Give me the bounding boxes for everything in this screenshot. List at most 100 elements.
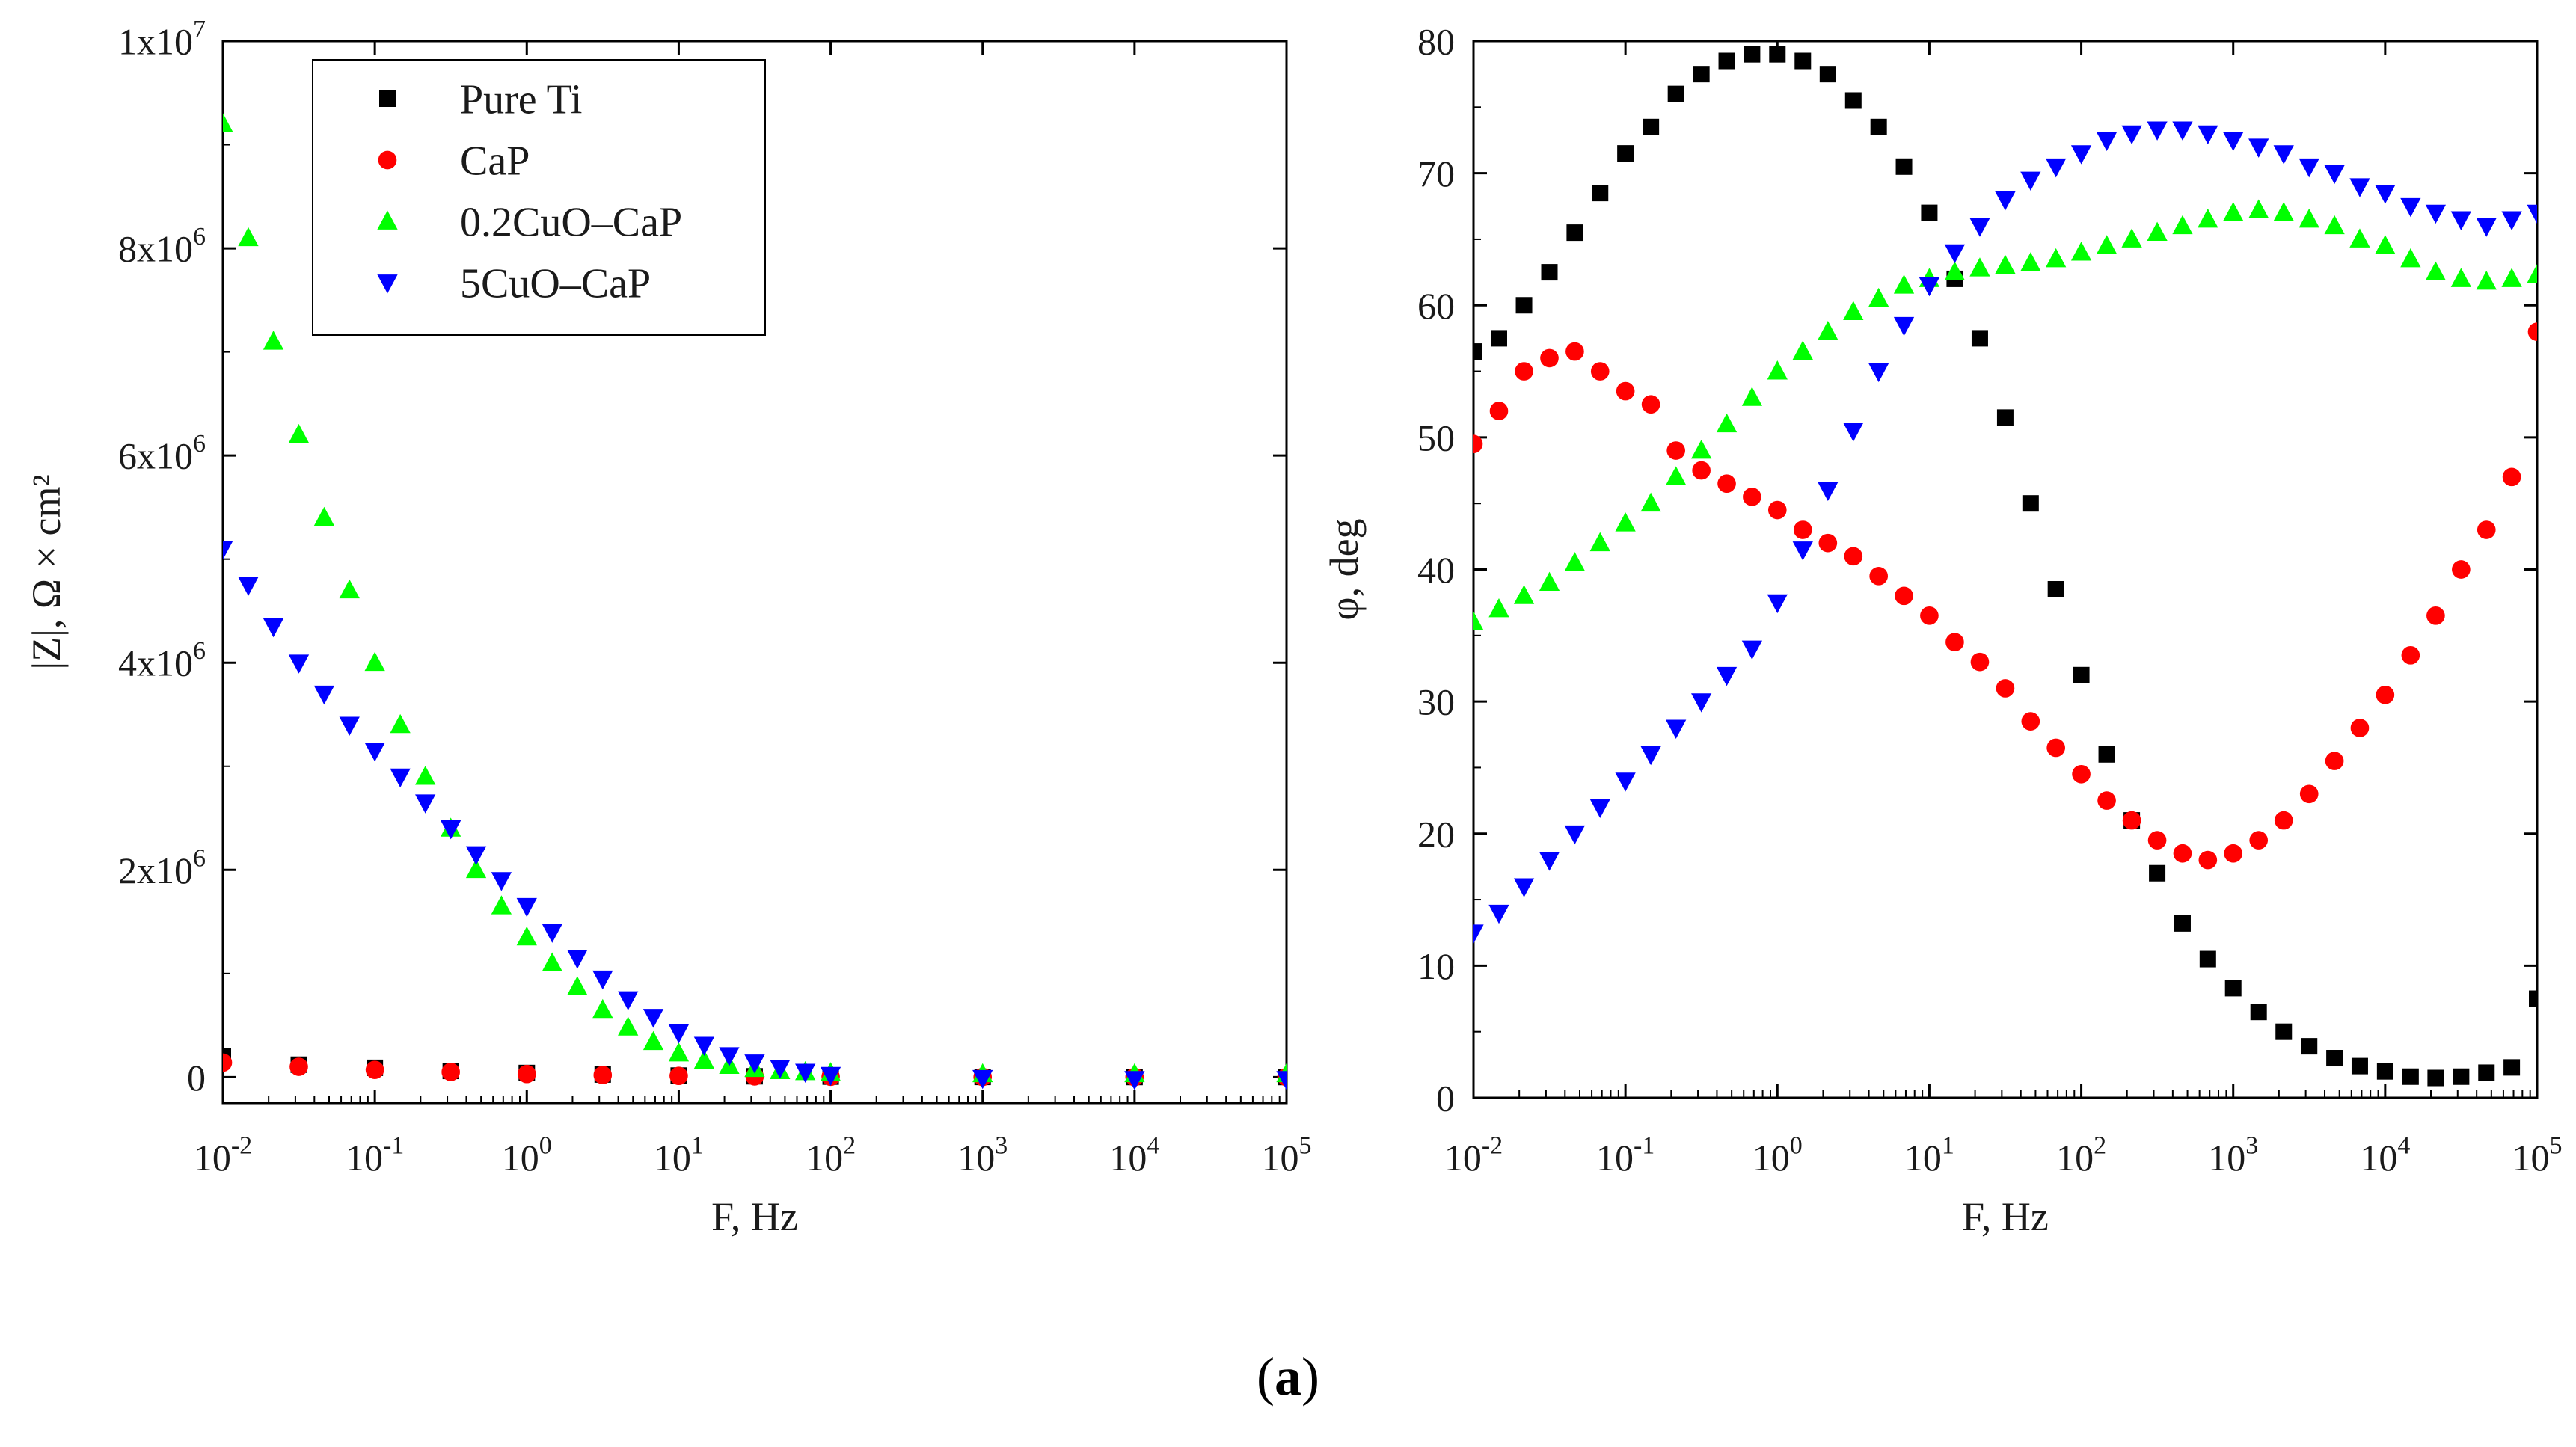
data-point — [2172, 121, 2193, 141]
data-point — [1566, 224, 1583, 242]
data-point — [1564, 825, 1586, 845]
data-point — [2096, 235, 2117, 254]
data-point — [1615, 512, 1636, 532]
data-point — [1893, 274, 1915, 294]
data-point — [2273, 145, 2294, 165]
data-point — [1589, 799, 1610, 818]
data-point — [2478, 1064, 2495, 1081]
data-point — [2198, 125, 2218, 145]
caption-open: ( — [1257, 1347, 1275, 1407]
data-point — [2324, 215, 2345, 235]
data-point — [1818, 321, 1839, 340]
data-point — [2250, 1004, 2267, 1021]
y-tick-label: 20 — [1417, 813, 1455, 855]
data-point — [643, 1030, 664, 1051]
legend-label: 0.2CuO–CaP — [460, 200, 682, 246]
data-point — [491, 872, 512, 891]
data-point — [1616, 381, 1635, 401]
x-tick-label: 10-2 — [1444, 1132, 1503, 1179]
data-point — [2527, 204, 2537, 224]
data-point — [1996, 679, 2015, 698]
data-point — [2070, 242, 2092, 261]
data-point — [2350, 719, 2370, 737]
data-point — [2022, 495, 2039, 512]
data-point — [2199, 950, 2216, 968]
data-point — [2147, 121, 2168, 141]
data-point — [517, 1064, 536, 1084]
data-point — [668, 1024, 690, 1044]
data-point — [1515, 362, 1533, 381]
data-point — [465, 858, 487, 879]
data-point — [2248, 199, 2269, 218]
data-point — [618, 1016, 639, 1036]
data-point — [1473, 343, 1482, 360]
data-point — [1615, 772, 1636, 792]
legend-marker — [378, 150, 397, 170]
data-point — [2098, 746, 2115, 763]
data-point — [2476, 270, 2497, 290]
data-point — [2172, 215, 2193, 235]
data-point — [2375, 235, 2396, 254]
data-point — [2402, 1068, 2419, 1085]
data-points — [223, 113, 1287, 1090]
y-tick-label: 0 — [1436, 1078, 1455, 1119]
data-point — [1767, 500, 1787, 520]
data-point — [263, 618, 284, 638]
data-point — [1793, 520, 1812, 539]
data-point — [567, 976, 588, 995]
data-point — [618, 991, 639, 1010]
data-point — [820, 1066, 841, 1087]
data-point — [1640, 746, 1661, 766]
data-point — [1540, 348, 1559, 368]
data-point — [364, 651, 385, 672]
data-point — [1921, 204, 1938, 221]
data-point — [2021, 712, 2040, 731]
series-5cuo-cap — [223, 540, 1287, 1090]
y-tick-label: 40 — [1417, 549, 1455, 591]
data-point — [2173, 844, 2192, 863]
data-point — [238, 227, 259, 247]
data-point — [2450, 211, 2472, 230]
y-tick-label: 0 — [187, 1057, 206, 1099]
data-point — [1969, 218, 1990, 237]
data-point — [1792, 541, 1813, 561]
data-point — [770, 1060, 791, 1079]
x-tick-label: 103 — [957, 1132, 1008, 1179]
data-point — [2476, 218, 2497, 237]
data-point — [2477, 520, 2496, 539]
data-point — [1691, 440, 1712, 459]
data-point — [2425, 261, 2447, 280]
data-point — [2527, 264, 2537, 283]
x-tick-label: 103 — [2208, 1132, 2258, 1179]
data-point — [1643, 118, 1660, 135]
data-point — [2375, 185, 2396, 204]
data-point — [1868, 363, 1889, 383]
data-point — [238, 577, 259, 596]
y-tick-label: 2x106 — [118, 844, 206, 891]
x-tick-label: 100 — [502, 1132, 552, 1179]
series-5cuo-cap — [1473, 121, 2537, 944]
data-point — [1971, 330, 1988, 347]
data-point — [2223, 202, 2244, 221]
data-point — [2527, 322, 2537, 341]
data-point — [2147, 831, 2167, 850]
data-point — [223, 540, 233, 560]
data-point — [289, 1057, 308, 1076]
data-point — [2275, 1023, 2293, 1040]
x-tick-label: 100 — [1752, 1132, 1803, 1179]
legend-label: CaP — [460, 138, 530, 185]
data-point — [693, 1049, 715, 1069]
data-point — [364, 743, 385, 762]
data-point — [2501, 211, 2522, 230]
data-point — [2198, 850, 2218, 870]
impedance-magnitude-chart: 10-2 10-1 100 101 102 103 104 105 0 2x106 4x106 6x1… — [24, 16, 1312, 1239]
y-tick-label: 4x106 — [118, 637, 206, 684]
y-tick-label: 80 — [1417, 21, 1455, 63]
data-point — [1869, 567, 1889, 586]
data-point — [2349, 228, 2370, 248]
data-point — [516, 897, 537, 918]
data-point — [1868, 287, 1889, 307]
data-point — [1767, 360, 1788, 380]
data-point — [516, 926, 537, 946]
data-point — [2096, 132, 2117, 151]
